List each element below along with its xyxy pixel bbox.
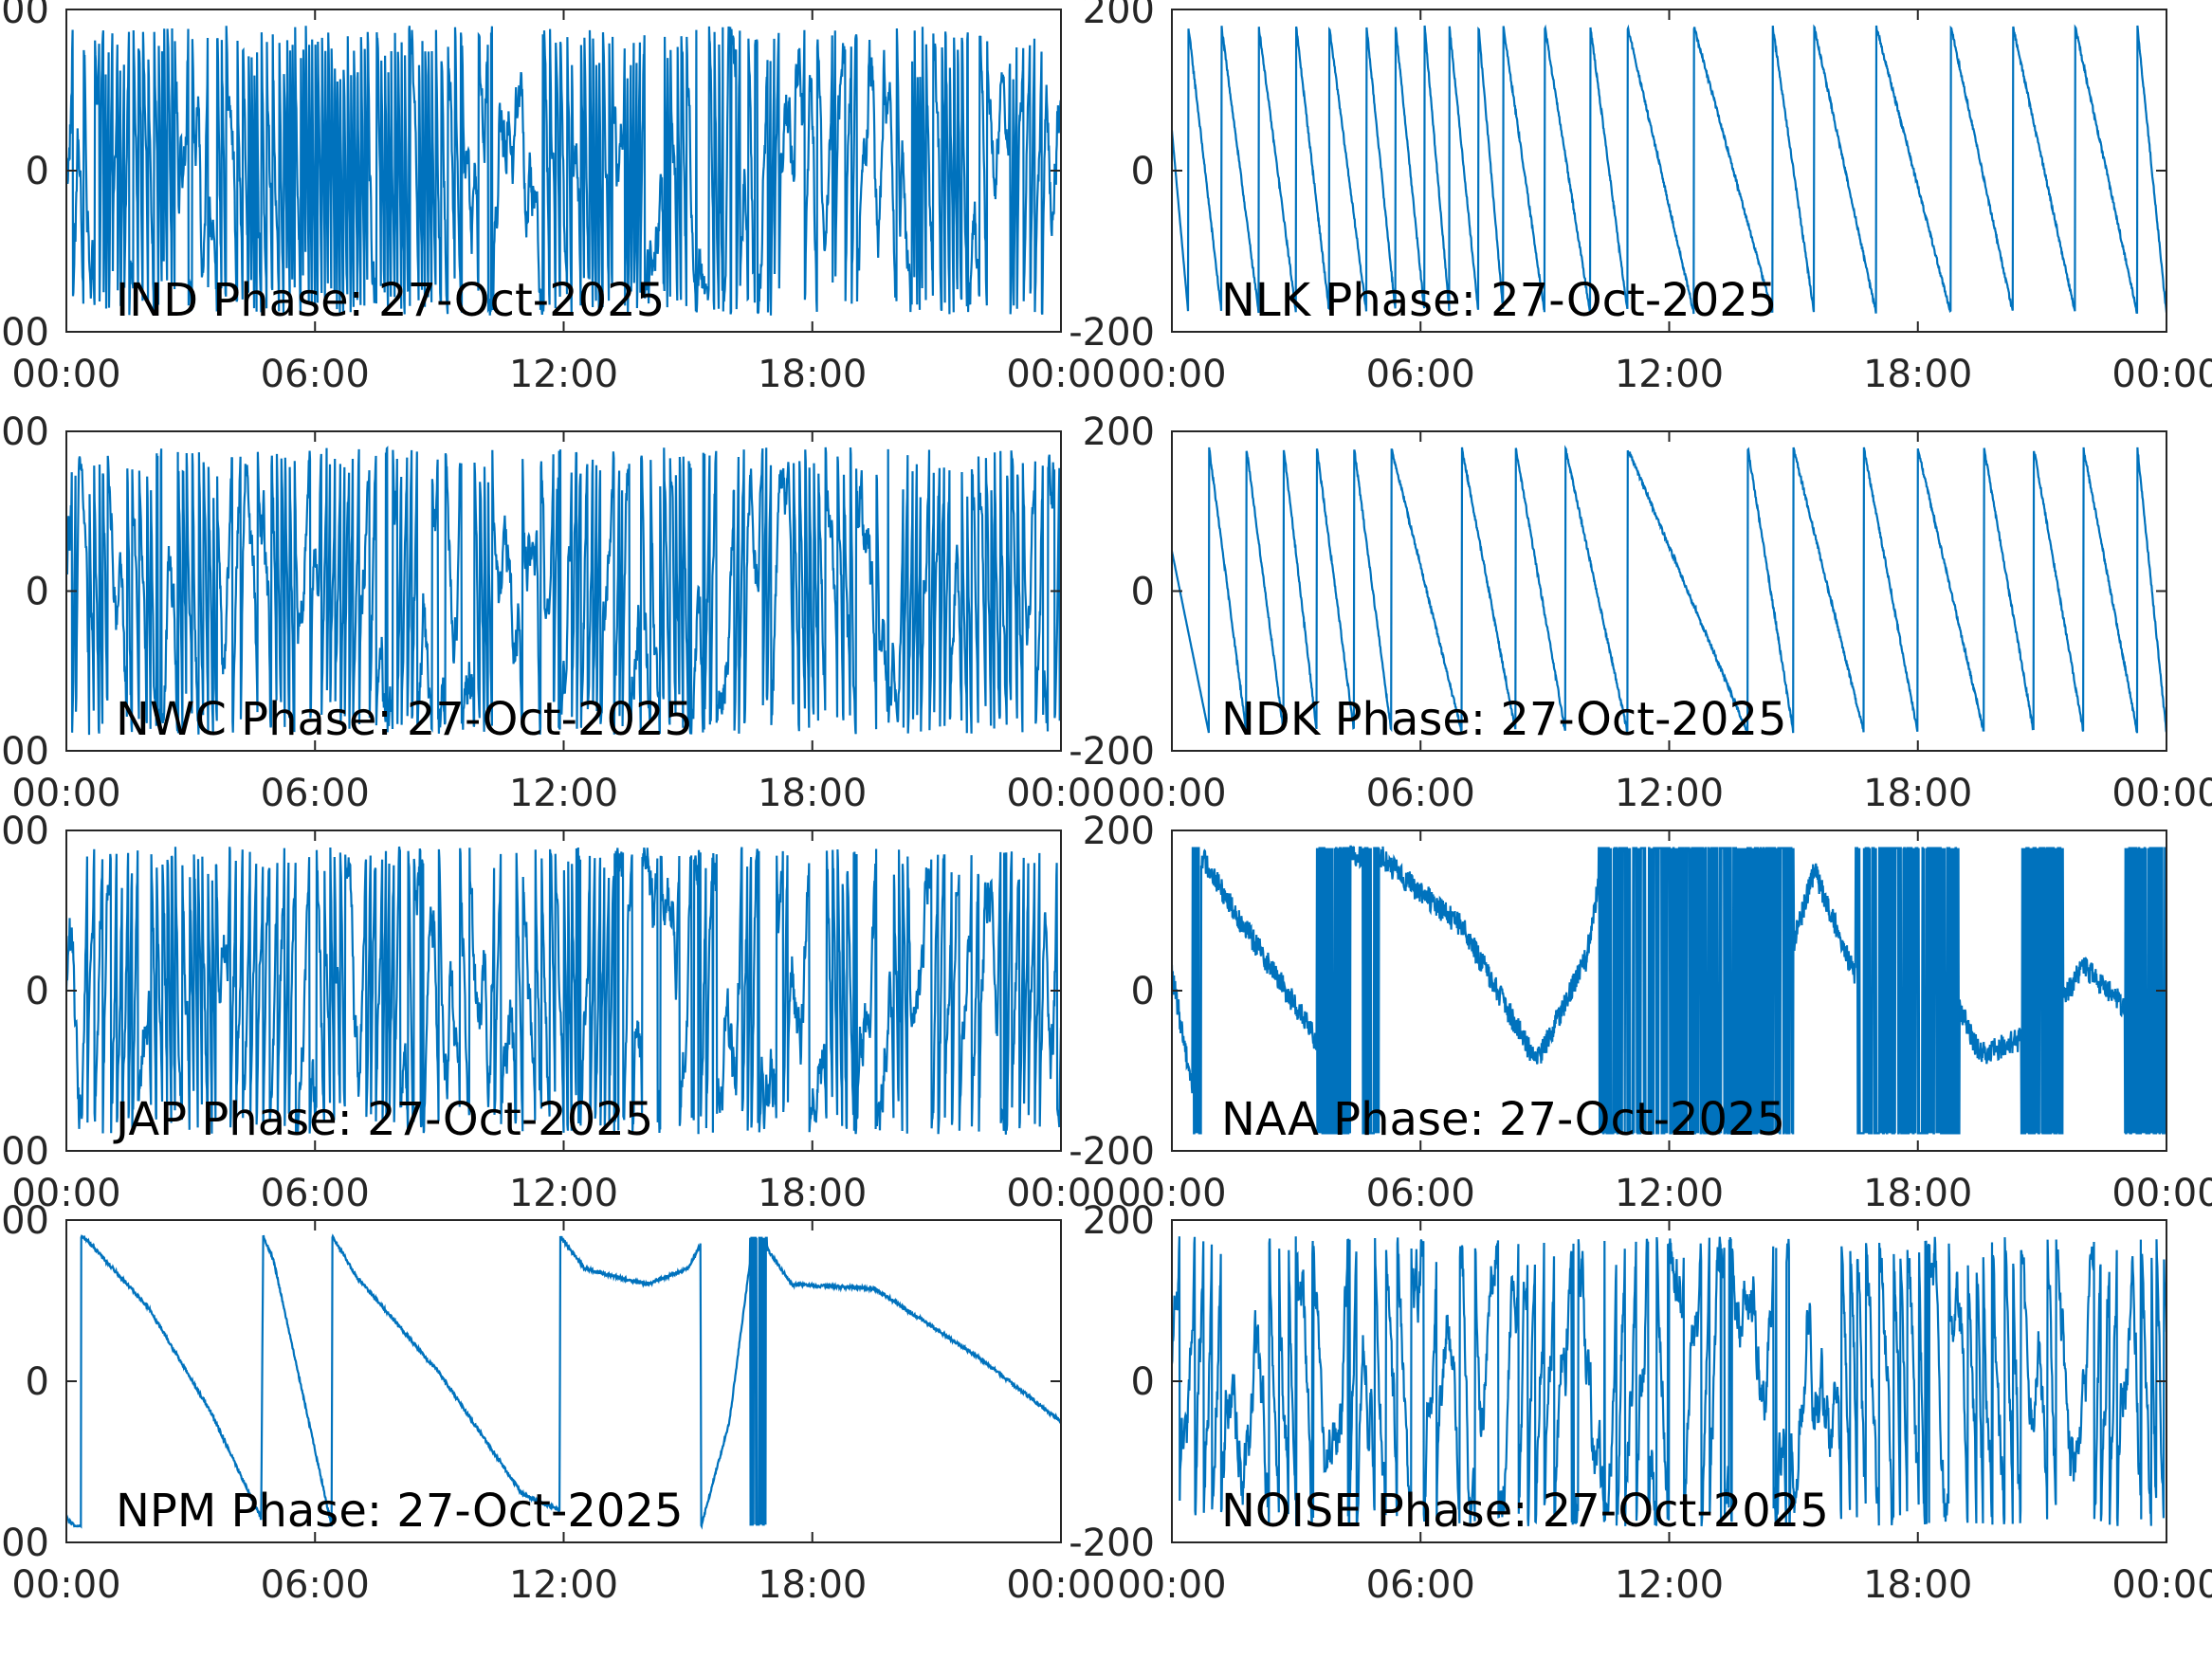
series-line-nlk [1172, 24, 2166, 315]
x-tick-label: 06:00 [261, 1172, 370, 1215]
x-tick-label: 06:00 [261, 772, 370, 815]
x-tick-label: 00:00 [1006, 353, 1115, 396]
x-tick-label: 06:00 [1366, 353, 1475, 396]
panel-title: NOISE Phase: 27-Oct-2025 [1221, 1485, 1829, 1538]
y-tick-label: 0 [26, 150, 49, 193]
panel-title: IND Phase: 27-Oct-2025 [116, 274, 665, 327]
panel-title: NPM Phase: 27-Oct-2025 [116, 1485, 683, 1538]
y-tick-label: 200 [0, 410, 49, 454]
x-tick-label: 18:00 [758, 772, 867, 815]
x-tick-label: 00:00 [1117, 1172, 1226, 1215]
series-line-npm [66, 1233, 1061, 1530]
x-tick-label: 00:00 [1006, 772, 1115, 815]
panel-title: NLK Phase: 27-Oct-2025 [1221, 274, 1777, 327]
x-tick-label: 06:00 [1366, 1563, 1475, 1607]
x-tick-label: 18:00 [758, 1563, 867, 1607]
x-tick-label: 00:00 [1006, 1172, 1115, 1215]
y-tick-label: 0 [1131, 150, 1155, 193]
x-tick-label: 12:00 [509, 772, 618, 815]
x-tick-label: 18:00 [1863, 772, 1972, 815]
y-tick-label: -200 [1069, 730, 1155, 774]
y-tick-label: 0 [26, 970, 49, 1013]
x-tick-label: 00:00 [11, 1172, 120, 1215]
panel-title: NDK Phase: 27-Oct-2025 [1221, 693, 1787, 746]
x-tick-label: 00:00 [1117, 772, 1226, 815]
y-tick-label: -200 [1069, 1522, 1155, 1565]
y-tick-label: -200 [0, 311, 49, 355]
y-tick-label: 200 [1083, 410, 1155, 454]
x-tick-label: 12:00 [1615, 1172, 1724, 1215]
y-tick-label: -200 [1069, 1130, 1155, 1174]
x-tick-label: 06:00 [1366, 1172, 1475, 1215]
y-tick-label: 0 [1131, 571, 1155, 614]
x-tick-label: 00:00 [11, 1563, 120, 1607]
series-line-jap [66, 846, 1061, 1136]
x-tick-label: 12:00 [1615, 1563, 1724, 1607]
y-tick-label: 200 [1083, 0, 1155, 32]
x-tick-label: 18:00 [1863, 1172, 1972, 1215]
x-tick-label: 12:00 [509, 1172, 618, 1215]
x-tick-label: 00:00 [2111, 1563, 2212, 1607]
series-line-noise [1172, 1236, 2166, 1527]
x-tick-label: 06:00 [261, 1563, 370, 1607]
y-tick-label: 0 [26, 1360, 49, 1404]
y-tick-label: 200 [1083, 1199, 1155, 1243]
x-tick-label: 18:00 [758, 353, 867, 396]
y-tick-label: 0 [1131, 1360, 1155, 1404]
series-line-naa [1172, 845, 2166, 1135]
x-tick-label: 00:00 [11, 772, 120, 815]
x-tick-label: 00:00 [1117, 353, 1226, 396]
x-tick-label: 00:00 [2111, 772, 2212, 815]
series-line-nwc [66, 446, 1061, 736]
x-tick-label: 18:00 [1863, 1563, 1972, 1607]
x-tick-label: 06:00 [1366, 772, 1475, 815]
x-tick-label: 06:00 [261, 353, 370, 396]
y-tick-label: -200 [0, 1130, 49, 1174]
y-tick-label: 0 [26, 571, 49, 614]
y-tick-label: -200 [0, 730, 49, 774]
x-tick-label: 12:00 [509, 1563, 618, 1607]
x-tick-label: 12:00 [1615, 353, 1724, 396]
panel-title: NAA Phase: 27-Oct-2025 [1221, 1093, 1785, 1146]
x-tick-label: 00:00 [11, 353, 120, 396]
y-tick-label: 200 [1083, 810, 1155, 853]
y-tick-label: 0 [1131, 970, 1155, 1013]
y-tick-label: -200 [1069, 311, 1155, 355]
y-tick-label: 200 [0, 0, 49, 32]
x-tick-label: 00:00 [1006, 1563, 1115, 1607]
y-tick-label: 200 [0, 810, 49, 853]
x-tick-label: 18:00 [1863, 353, 1972, 396]
y-tick-label: 200 [0, 1199, 49, 1243]
x-tick-label: 00:00 [2111, 353, 2212, 396]
x-tick-label: 12:00 [1615, 772, 1724, 815]
series-line-ind [66, 26, 1061, 316]
x-tick-label: 00:00 [2111, 1172, 2212, 1215]
series-line-ndk [1172, 445, 2166, 736]
y-tick-label: -200 [0, 1522, 49, 1565]
panel-title: NWC Phase: 27-Oct-2025 [116, 693, 693, 746]
x-tick-label: 00:00 [1117, 1563, 1226, 1607]
x-tick-label: 18:00 [758, 1172, 867, 1215]
x-tick-label: 12:00 [509, 353, 618, 396]
panel-title: JAP Phase: 27-Oct-2025 [113, 1093, 653, 1146]
